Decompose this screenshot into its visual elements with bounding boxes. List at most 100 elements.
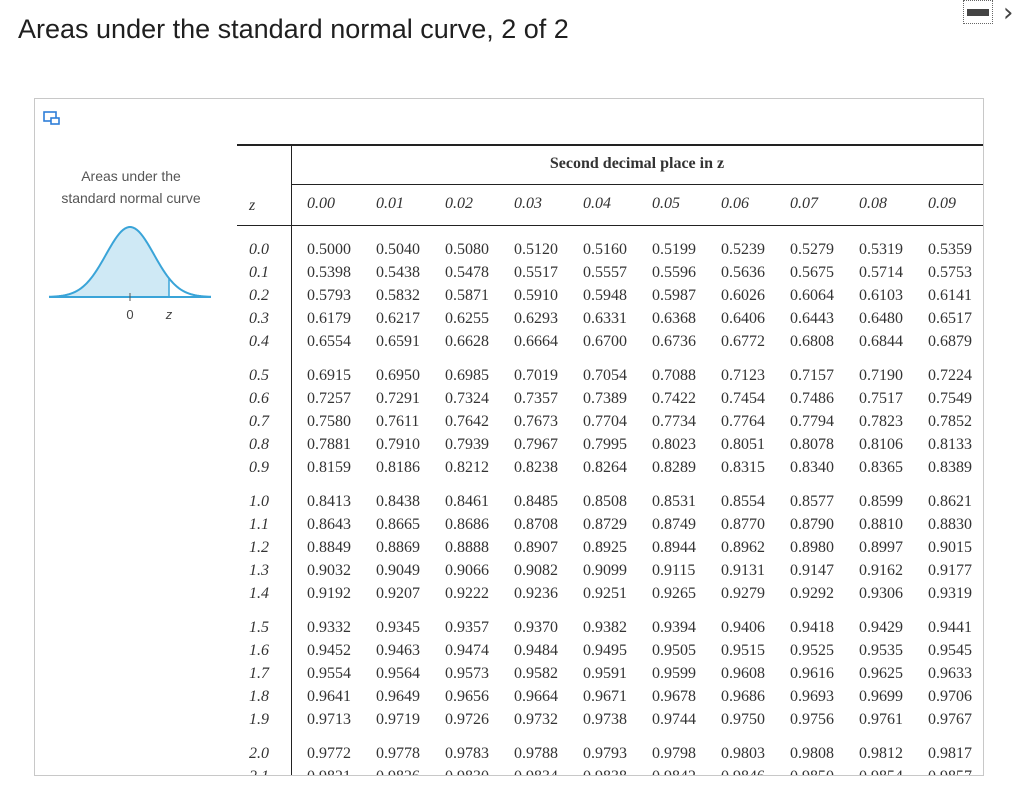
z-value: 0.0 bbox=[249, 241, 269, 258]
table-cell: 0.9772 bbox=[307, 745, 351, 762]
table-row: 0.9332 0.9345 0.9357 0.9370 0.9382 0.9394 0.94… bbox=[307, 616, 983, 639]
table-cell: 0.6368 bbox=[652, 310, 696, 327]
table-cell: 0.9484 bbox=[514, 642, 558, 659]
table-cell: 0.6406 bbox=[721, 310, 765, 327]
table-cell: 0.8508 bbox=[583, 493, 627, 510]
table-cell: 0.9616 bbox=[790, 665, 834, 682]
table-cell: 0.6664 bbox=[514, 333, 558, 350]
table-cell: 0.6700 bbox=[583, 333, 627, 350]
table-cell: 0.6985 bbox=[445, 367, 489, 384]
table-cell: 0.6808 bbox=[790, 333, 834, 350]
table-cell: 0.9015 bbox=[928, 539, 972, 556]
table-cell: 0.8790 bbox=[790, 516, 834, 533]
table-cell: 0.8643 bbox=[307, 516, 351, 533]
table-cell: 0.5832 bbox=[376, 287, 420, 304]
table-row: 0.6554 0.6591 0.6628 0.6664 0.6700 0.6736 0.67… bbox=[307, 330, 983, 353]
z-values-column: 0.0 0.1 0.2 0.3 0.4 0.5 0.6 0.7 0.8 0.9 1.0 1.1 1.2 1… bbox=[249, 238, 269, 775]
z-value: 0.1 bbox=[249, 264, 269, 281]
table-cell: 0.8554 bbox=[721, 493, 765, 510]
table-cell: 0.9706 bbox=[928, 688, 972, 705]
table-cell: 0.9131 bbox=[721, 562, 765, 579]
z-value: 0.4 bbox=[249, 333, 269, 350]
z-value: 1.5 bbox=[249, 619, 269, 636]
table-cell: 0.6844 bbox=[859, 333, 903, 350]
expand-icon[interactable] bbox=[43, 109, 61, 127]
table-row: 0.5793 0.5832 0.5871 0.5910 0.5948 0.5987 0.60… bbox=[307, 284, 983, 307]
table-row: 0.8413 0.8438 0.8461 0.8485 0.8508 0.8531 0.85… bbox=[307, 490, 983, 513]
table-cell: 0.9082 bbox=[514, 562, 558, 579]
table-cell: 0.9817 bbox=[928, 745, 972, 762]
table-cell: 0.8438 bbox=[376, 493, 420, 510]
table-cell: 0.5596 bbox=[652, 264, 696, 281]
table-cell: 0.6517 bbox=[928, 310, 972, 327]
table-cell: 0.9332 bbox=[307, 619, 351, 636]
table-cell: 0.9452 bbox=[307, 642, 351, 659]
table-cell: 0.9788 bbox=[514, 745, 558, 762]
table-cell: 0.6217 bbox=[376, 310, 420, 327]
column-header: 0.05 bbox=[652, 195, 680, 212]
table-cell: 0.9808 bbox=[790, 745, 834, 762]
column-header: 0.06 bbox=[721, 195, 749, 212]
table-cell: 0.7422 bbox=[652, 390, 696, 407]
table-cell: 0.6293 bbox=[514, 310, 558, 327]
table-cell: 0.9750 bbox=[721, 711, 765, 728]
table-cell: 0.7157 bbox=[790, 367, 834, 384]
table-cell: 0.9345 bbox=[376, 619, 420, 636]
table-cell: 0.9292 bbox=[790, 585, 834, 602]
table-cell: 0.6554 bbox=[307, 333, 351, 350]
minimize-icon bbox=[967, 8, 989, 16]
table-cell: 0.8997 bbox=[859, 539, 903, 556]
table-caption: Second decimal place in z bbox=[549, 155, 725, 172]
table-cell: 0.8413 bbox=[307, 493, 351, 510]
table-cell: 0.8485 bbox=[514, 493, 558, 510]
header-bottom-rule bbox=[237, 225, 983, 226]
table-cell: 0.6331 bbox=[583, 310, 627, 327]
table-cell: 0.7357 bbox=[514, 390, 558, 407]
table-cell: 0.9357 bbox=[445, 619, 489, 636]
table-cell: 0.9049 bbox=[376, 562, 420, 579]
table-cell: 0.9591 bbox=[583, 665, 627, 682]
table-cell: 0.9649 bbox=[376, 688, 420, 705]
table-cell: 0.6443 bbox=[790, 310, 834, 327]
table-cell: 0.9463 bbox=[376, 642, 420, 659]
table-cell: 0.7019 bbox=[514, 367, 558, 384]
table-cell: 0.5279 bbox=[790, 241, 834, 258]
table-cell: 0.9854 bbox=[859, 765, 928, 775]
table-cell: 0.6103 bbox=[859, 287, 903, 304]
column-header: 0.03 bbox=[514, 195, 542, 212]
table-cell: 0.8770 bbox=[721, 516, 765, 533]
curve-caption: Areas under the standard normal curve bbox=[41, 165, 221, 209]
table-cell: 0.5359 bbox=[928, 241, 972, 258]
z-value: 0.2 bbox=[249, 287, 269, 304]
table-row: 0.7881 0.7910 0.7939 0.7967 0.7995 0.8023 0.80… bbox=[307, 433, 983, 456]
table-row: 0.98210.98260.98300.98340.98380.98420.98… bbox=[307, 765, 983, 775]
table-cell: 0.7642 bbox=[445, 413, 489, 430]
table-cell: 0.7823 bbox=[859, 413, 903, 430]
table-cell: 0.9474 bbox=[445, 642, 489, 659]
table-panel: Areas under the standard normal curve 0 … bbox=[34, 98, 984, 776]
z-value: 1.0 bbox=[249, 493, 269, 510]
table-cell: 0.9821 bbox=[307, 765, 376, 775]
table-cell: 0.9678 bbox=[652, 688, 696, 705]
table-cell: 0.5120 bbox=[514, 241, 558, 258]
table-cell: 0.8315 bbox=[721, 459, 765, 476]
table-cell: 0.9099 bbox=[583, 562, 627, 579]
table-cell: 0.9767 bbox=[928, 711, 972, 728]
table-row: 0.8159 0.8186 0.8212 0.8238 0.8264 0.8289 0.83… bbox=[307, 456, 983, 479]
table-row: 0.9452 0.9463 0.9474 0.9484 0.9495 0.9505 0.95… bbox=[307, 639, 983, 662]
table-cell: 0.9515 bbox=[721, 642, 765, 659]
table-cell: 0.9545 bbox=[928, 642, 972, 659]
table-cell: 0.9756 bbox=[790, 711, 834, 728]
table-cell: 0.5438 bbox=[376, 264, 420, 281]
table-cell: 0.5160 bbox=[583, 241, 627, 258]
table-cell: 0.7995 bbox=[583, 436, 627, 453]
table-cell: 0.9719 bbox=[376, 711, 420, 728]
z-value: 1.2 bbox=[249, 539, 269, 556]
chevron-right-icon[interactable]: › bbox=[1003, 0, 1014, 28]
z-value: 2.0 bbox=[249, 745, 269, 762]
table-cell: 0.9738 bbox=[583, 711, 627, 728]
table-cell: 0.8577 bbox=[790, 493, 834, 510]
table-cell: 0.7939 bbox=[445, 436, 489, 453]
z-value: 0.6 bbox=[249, 390, 269, 407]
minimize-button[interactable] bbox=[963, 0, 993, 24]
